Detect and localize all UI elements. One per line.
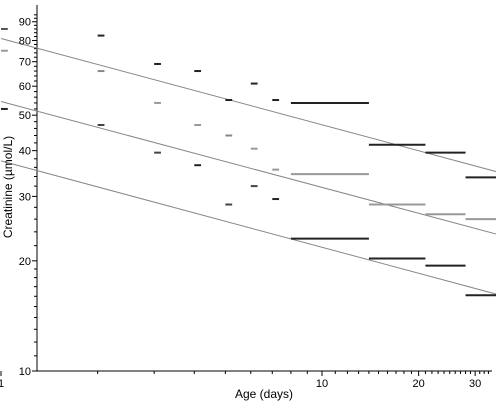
x-tick-label: 20: [413, 378, 425, 390]
x-tick-label: 30: [469, 378, 481, 390]
x-tick-label: 10: [316, 378, 328, 390]
y-tick-label: 30: [19, 191, 31, 203]
x-tick-label: 1: [0, 378, 4, 390]
regression-line: [0, 38, 496, 173]
x-axis-title: Age (days): [235, 387, 293, 401]
tick-labels-group: 1 10 20 30 10 20 30 40 50 60 70 80 90: [0, 17, 481, 390]
regression-line: [0, 160, 496, 295]
y-tick-label: 60: [19, 81, 31, 93]
y-tick-label: 90: [19, 17, 31, 29]
regression-line: [0, 100, 496, 235]
y-tick-label: 70: [19, 57, 31, 69]
y-axis-title: Creatinine (µmol/L): [1, 136, 15, 238]
y-tick-label: 40: [19, 146, 31, 158]
range-markers-group: [1, 27, 496, 297]
y-tick-label: 20: [19, 256, 31, 268]
y-tick-label: 80: [19, 35, 31, 47]
y-tick-label: 10: [19, 366, 31, 378]
axes-group: [0, 5, 492, 376]
regression-lines-group: [0, 38, 496, 295]
y-tick-label: 50: [19, 110, 31, 122]
